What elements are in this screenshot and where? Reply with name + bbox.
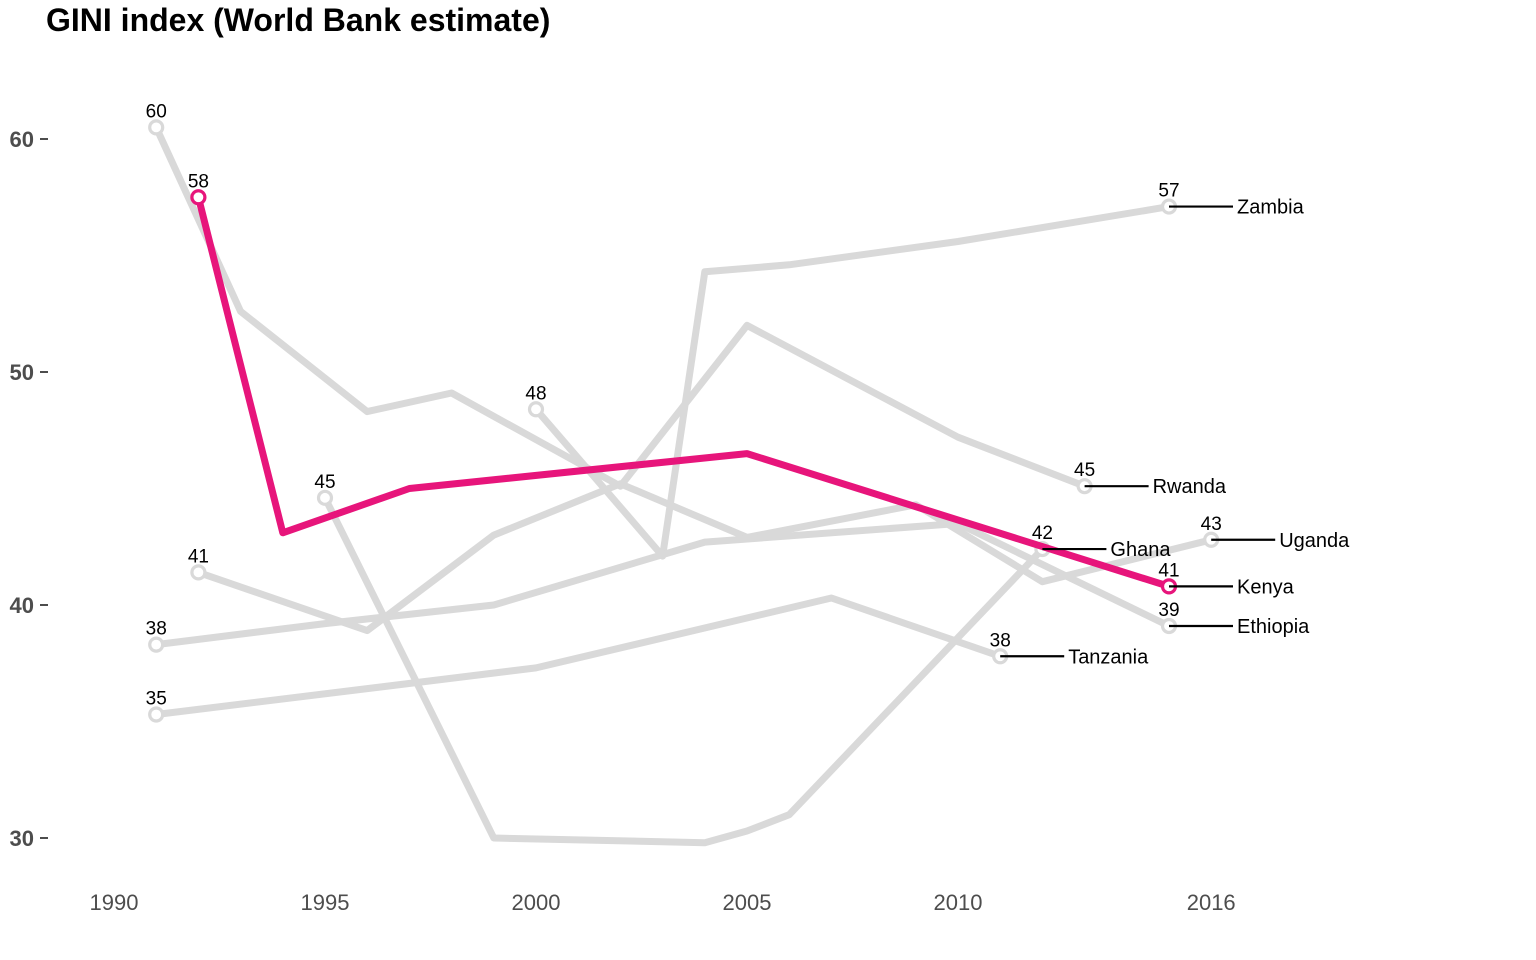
x-tick-label-2010: 2010 <box>934 890 983 915</box>
series-line-rwanda <box>152 123 1089 490</box>
point-start-kenya <box>190 189 207 206</box>
value-label-end-tanzania: 38 <box>990 630 1011 651</box>
point-start-tanzania <box>148 706 165 723</box>
x-tick-label-1995: 1995 <box>301 890 350 915</box>
chart-title: GINI index (World Bank estimate) <box>46 2 551 38</box>
point-start-ethiopia <box>148 636 165 653</box>
series-labels: 4857Zambia6045Rwanda4542Ghana4143Uganda5… <box>146 101 1351 709</box>
series-line-tanzania <box>152 594 1004 718</box>
x-tick-label-2000: 2000 <box>512 890 561 915</box>
value-label-start-tanzania: 35 <box>146 689 167 710</box>
y-tick-label-60: 60 <box>10 127 34 152</box>
point-start-zambia <box>527 401 545 418</box>
axes: 30 40 50 60 1990 1995 2000 2005 2010 2016 <box>10 127 1236 915</box>
value-label-end-zambia: 57 <box>1158 181 1179 202</box>
x-tick-label-1990: 1990 <box>90 890 139 915</box>
value-label-end-ghana: 42 <box>1032 523 1053 544</box>
series-line-kenya <box>194 193 1173 590</box>
y-tick-label-40: 40 <box>10 593 34 618</box>
y-tick-label-50: 50 <box>10 360 34 385</box>
muted-series-lines <box>148 119 1220 847</box>
series-name-uganda: Uganda <box>1279 530 1350 552</box>
series-name-zambia: Zambia <box>1237 197 1305 219</box>
value-label-start-rwanda: 60 <box>146 101 167 122</box>
series-line-ghana <box>321 494 1046 847</box>
highlight-series-lines <box>190 189 1178 595</box>
value-label-end-ethiopia: 39 <box>1158 600 1179 621</box>
value-label-end-uganda: 43 <box>1201 514 1222 535</box>
point-start-uganda <box>190 564 207 581</box>
value-label-end-rwanda: 45 <box>1074 460 1095 481</box>
value-label-start-ethiopia: 38 <box>146 619 167 640</box>
point-start-ghana <box>316 489 334 506</box>
value-label-start-zambia: 48 <box>525 383 546 404</box>
x-tick-label-2005: 2005 <box>723 890 772 915</box>
series-name-tanzania: Tanzania <box>1068 646 1149 668</box>
y-tick-label-30: 30 <box>10 826 34 851</box>
series-line-ethiopia <box>152 520 1173 649</box>
series-name-kenya: Kenya <box>1237 576 1295 598</box>
series-name-ethiopia: Ethiopia <box>1237 616 1310 638</box>
value-label-start-uganda: 41 <box>188 546 209 567</box>
series-name-ghana: Ghana <box>1110 539 1171 561</box>
series-line-zambia <box>532 203 1173 560</box>
x-tick-label-2016: 2016 <box>1187 890 1236 915</box>
value-label-start-ghana: 45 <box>314 472 335 493</box>
point-start-rwanda <box>148 119 165 136</box>
value-label-end-kenya: 41 <box>1158 560 1179 581</box>
series-name-rwanda: Rwanda <box>1153 476 1227 498</box>
value-label-start-kenya: 58 <box>188 171 209 192</box>
